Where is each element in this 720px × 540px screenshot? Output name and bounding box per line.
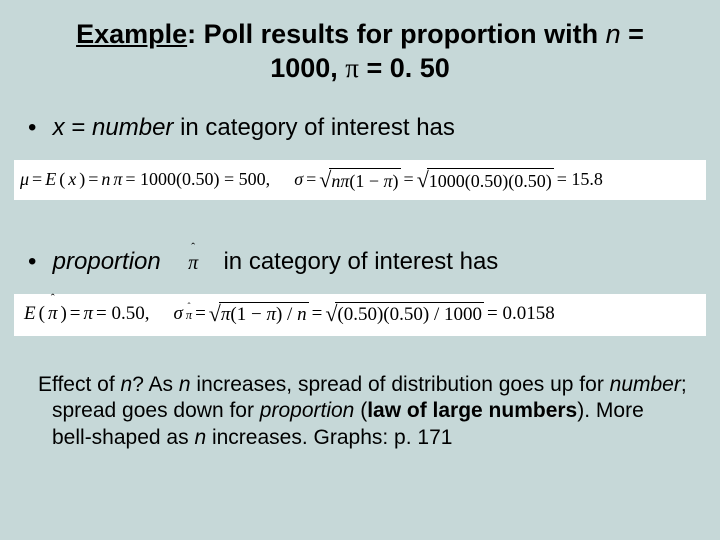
txt-proportion: proportion [53,248,161,275]
formula-proportion: E(ˆπ) = π = 0.50, σˆπ = √ π(1 − π) / n =… [14,294,706,336]
formula-number: μ = E(x) = nπ = 1000(0.50) = 500, σ = √ … [14,160,706,200]
bullet-proportion: • proportion ˆπ in category of interest … [28,248,700,276]
title-prefix: Example [76,19,187,49]
footer-paragraph: Effect of n? As n increases, spread of d… [34,372,700,453]
txt-eq: = [65,114,92,141]
bullet-x-number: • x = number in category of interest has [28,114,700,142]
title-n: n [606,19,621,49]
mu-icon: μ [20,169,29,190]
txt-rest: in category of interest has [173,114,454,141]
bullet-icon: • [28,248,46,276]
pi-hat-icon: ˆπ [188,252,198,275]
txt-number: number [92,114,173,141]
var-x: x [53,114,65,141]
pi-hat-sub-icon: ˆπ [186,308,192,323]
slide-title: Example: Poll results for proportion wit… [20,18,700,86]
sigma-icon: σ [174,303,183,325]
title-rest-a: : Poll results for proportion with [187,19,606,49]
pi-icon: π [345,53,359,83]
sqrt-icon: √ 1000(0.50)(0.50) [417,168,554,192]
pi-hat-icon: ˆπ [48,303,58,325]
sigma-icon: σ [294,169,303,190]
bullet-icon: • [28,114,46,142]
sqrt-icon: √ (0.50)(0.50) / 1000 [325,302,484,326]
title-eq-pi: = 0. 50 [359,53,450,83]
txt-rest2: in category of interest has [223,248,498,275]
sqrt-icon: √ nπ(1 − π) [319,168,400,192]
sqrt-icon: √ π(1 − π) / n [209,302,309,326]
